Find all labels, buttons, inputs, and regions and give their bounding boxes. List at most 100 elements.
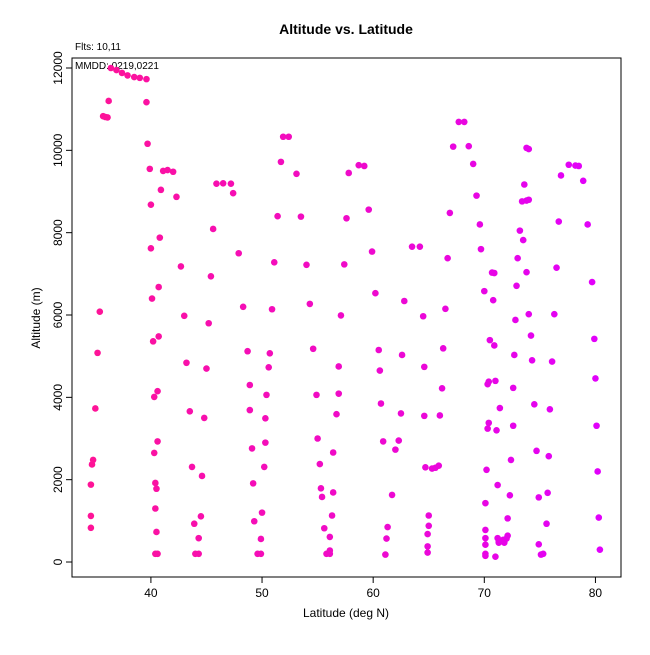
point	[303, 261, 310, 269]
point	[539, 550, 547, 558]
point	[516, 227, 524, 234]
point	[244, 347, 251, 355]
point	[203, 365, 210, 372]
point	[535, 541, 543, 548]
point	[249, 480, 257, 487]
point	[375, 346, 383, 354]
x-tick-label: 70	[478, 586, 492, 600]
point	[155, 283, 162, 291]
point	[188, 463, 196, 471]
point	[553, 264, 560, 271]
point	[293, 170, 300, 178]
point	[482, 499, 489, 507]
point	[257, 550, 265, 558]
point	[420, 363, 428, 371]
point	[486, 336, 494, 344]
point	[485, 419, 493, 427]
point	[565, 161, 573, 169]
point	[246, 381, 254, 389]
point	[435, 462, 443, 469]
point	[149, 338, 157, 345]
point	[250, 517, 258, 525]
point	[200, 414, 208, 422]
point	[186, 408, 194, 415]
point	[87, 512, 95, 520]
point	[164, 166, 171, 174]
point	[425, 522, 433, 530]
point	[514, 254, 521, 262]
point	[489, 296, 497, 304]
point	[152, 479, 159, 487]
point	[523, 144, 530, 152]
point	[246, 406, 254, 414]
point	[504, 532, 511, 539]
point	[96, 308, 104, 316]
point	[379, 438, 387, 445]
point	[258, 509, 266, 516]
point	[525, 310, 533, 318]
point	[492, 553, 499, 560]
point	[420, 412, 428, 420]
point	[551, 310, 558, 318]
point	[481, 287, 488, 295]
point	[229, 189, 237, 197]
point	[136, 74, 144, 82]
point	[270, 259, 278, 266]
point	[596, 546, 604, 553]
y-tick-label: 2000	[51, 466, 65, 493]
point	[512, 316, 519, 324]
point	[591, 335, 598, 343]
point	[227, 180, 235, 187]
point	[326, 533, 334, 541]
x-tick-label: 40	[144, 586, 158, 600]
point	[416, 243, 424, 250]
point	[548, 358, 556, 365]
point	[105, 97, 112, 105]
point	[124, 72, 131, 79]
point	[329, 449, 337, 456]
point	[360, 162, 368, 170]
point	[130, 73, 138, 81]
point	[313, 391, 320, 399]
point	[306, 300, 314, 308]
point	[152, 505, 159, 512]
point	[144, 140, 151, 148]
point	[376, 367, 384, 374]
point	[594, 468, 601, 475]
point	[444, 254, 451, 262]
point	[337, 312, 345, 319]
point	[183, 359, 190, 367]
point	[277, 158, 285, 166]
point	[335, 390, 343, 397]
point	[509, 422, 517, 430]
point	[355, 161, 363, 169]
point	[546, 405, 554, 413]
point	[190, 520, 198, 528]
point	[262, 439, 269, 446]
point	[328, 512, 336, 519]
point	[592, 375, 599, 382]
point	[461, 118, 468, 126]
y-axis-label: Altitude (m)	[29, 287, 43, 348]
point	[180, 312, 188, 320]
point	[314, 435, 321, 442]
point	[584, 221, 591, 228]
point	[265, 363, 273, 371]
point	[113, 66, 120, 74]
point	[506, 492, 514, 499]
point	[476, 221, 484, 228]
point	[483, 466, 490, 474]
point	[531, 401, 538, 408]
point	[395, 437, 403, 444]
point	[257, 535, 265, 543]
point	[248, 445, 256, 452]
point	[262, 415, 269, 422]
point	[213, 180, 220, 187]
point	[92, 405, 99, 412]
point	[260, 463, 268, 471]
point	[318, 493, 326, 501]
point	[263, 391, 270, 399]
point	[383, 535, 390, 542]
point	[87, 524, 95, 532]
point	[494, 481, 501, 489]
